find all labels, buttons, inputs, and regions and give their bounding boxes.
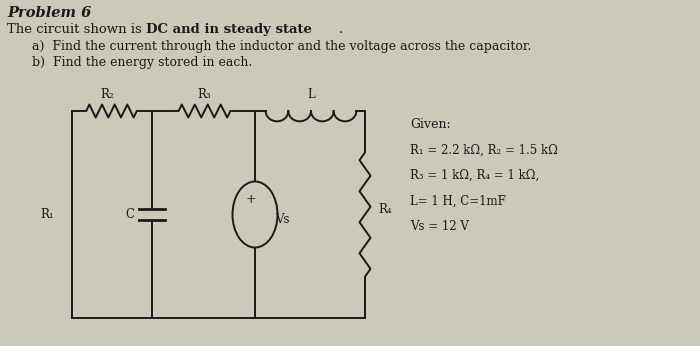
Text: Vs: Vs <box>275 213 290 226</box>
Text: L= 1 H, C=1mF: L= 1 H, C=1mF <box>410 194 506 208</box>
Text: R₂: R₂ <box>100 88 114 101</box>
Text: .: . <box>339 23 343 36</box>
Text: Vs = 12 V: Vs = 12 V <box>410 220 469 233</box>
Text: +: + <box>246 193 256 206</box>
Text: R₃: R₃ <box>197 88 211 101</box>
Text: C: C <box>125 208 134 221</box>
Text: a)  Find the current through the inductor and the voltage across the capacitor.: a) Find the current through the inductor… <box>32 40 531 53</box>
Text: R₄: R₄ <box>378 203 391 216</box>
Text: R₃ = 1 kΩ, R₄ = 1 kΩ,: R₃ = 1 kΩ, R₄ = 1 kΩ, <box>410 169 539 182</box>
Text: Given:: Given: <box>410 118 451 131</box>
Text: b)  Find the energy stored in each.: b) Find the energy stored in each. <box>32 56 252 69</box>
Text: L: L <box>307 88 315 101</box>
Text: The circuit shown is: The circuit shown is <box>7 23 146 36</box>
Text: Problem 6: Problem 6 <box>7 6 91 20</box>
Text: DC and in steady state: DC and in steady state <box>146 23 312 36</box>
Text: R₁ = 2.2 kΩ, R₂ = 1.5 kΩ: R₁ = 2.2 kΩ, R₂ = 1.5 kΩ <box>410 144 558 156</box>
Text: R₁: R₁ <box>41 208 54 221</box>
